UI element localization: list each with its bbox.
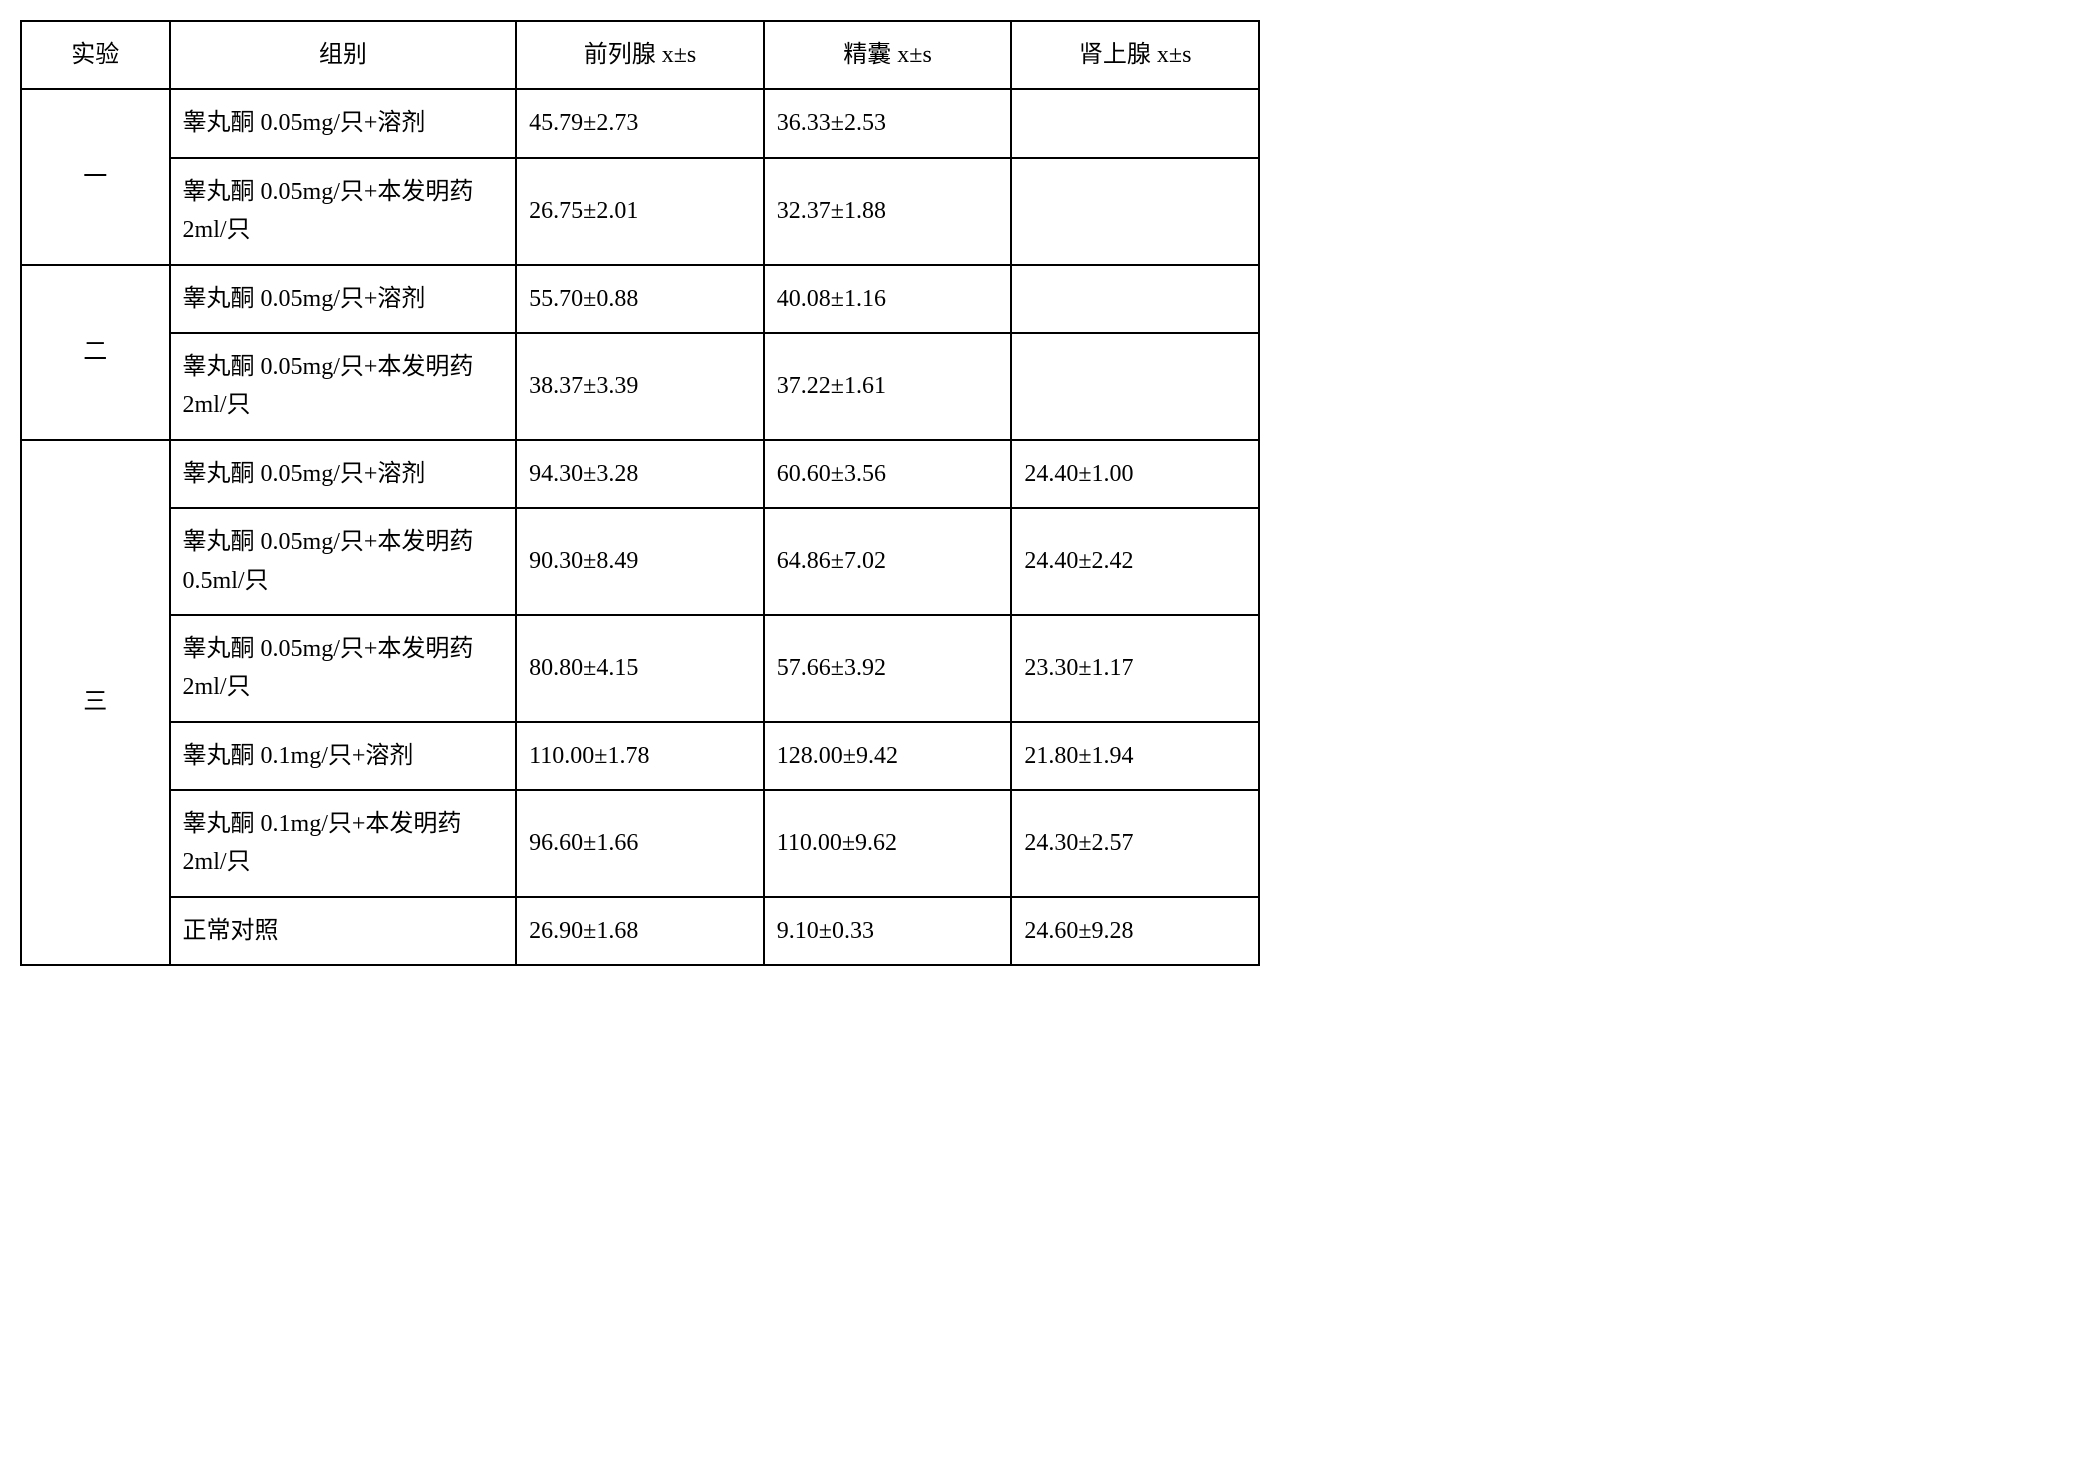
group-cell: 睾丸酮 0.05mg/只+本发明药 2ml/只 [170,158,517,265]
header-row: 实验 组别 前列腺 x±s 精囊 x±s 肾上腺 x±s [21,21,1259,89]
group-cell: 睾丸酮 0.05mg/只+本发明药 0.5ml/只 [170,508,517,615]
seminal-cell: 57.66±3.92 [764,615,1012,722]
table-row: 睾丸酮 0.05mg/只+本发明药 2ml/只 80.80±4.15 57.66… [21,615,1259,722]
prostate-cell: 26.90±1.68 [516,897,764,965]
seminal-cell: 36.33±2.53 [764,89,1012,157]
experiment-label: 二 [21,265,170,440]
group-cell: 睾丸酮 0.05mg/只+本发明药 2ml/只 [170,615,517,722]
adrenal-cell [1011,89,1259,157]
adrenal-cell [1011,333,1259,440]
prostate-cell: 90.30±8.49 [516,508,764,615]
table-row: 睾丸酮 0.05mg/只+本发明药 2ml/只 38.37±3.39 37.22… [21,333,1259,440]
header-prostate: 前列腺 x±s [516,21,764,89]
group-cell: 睾丸酮 0.05mg/只+本发明药 2ml/只 [170,333,517,440]
header-seminal: 精囊 x±s [764,21,1012,89]
table-row: 一 睾丸酮 0.05mg/只+溶剂 45.79±2.73 36.33±2.53 [21,89,1259,157]
group-cell: 睾丸酮 0.1mg/只+本发明药 2ml/只 [170,790,517,897]
group-cell: 睾丸酮 0.05mg/只+溶剂 [170,89,517,157]
table-row: 三 睾丸酮 0.05mg/只+溶剂 94.30±3.28 60.60±3.56 … [21,440,1259,508]
seminal-cell: 60.60±3.56 [764,440,1012,508]
experiment-label: 一 [21,89,170,264]
prostate-cell: 38.37±3.39 [516,333,764,440]
header-experiment: 实验 [21,21,170,89]
seminal-cell: 128.00±9.42 [764,722,1012,790]
adrenal-cell: 24.60±9.28 [1011,897,1259,965]
group-cell: 睾丸酮 0.05mg/只+溶剂 [170,440,517,508]
seminal-cell: 37.22±1.61 [764,333,1012,440]
experiment-label: 三 [21,440,170,966]
adrenal-cell [1011,158,1259,265]
group-cell: 睾丸酮 0.1mg/只+溶剂 [170,722,517,790]
table-row: 二 睾丸酮 0.05mg/只+溶剂 55.70±0.88 40.08±1.16 [21,265,1259,333]
header-adrenal: 肾上腺 x±s [1011,21,1259,89]
adrenal-cell: 24.30±2.57 [1011,790,1259,897]
prostate-cell: 94.30±3.28 [516,440,764,508]
header-group: 组别 [170,21,517,89]
data-table: 实验 组别 前列腺 x±s 精囊 x±s 肾上腺 x±s 一 睾丸酮 0.05m… [20,20,1260,966]
adrenal-cell: 23.30±1.17 [1011,615,1259,722]
prostate-cell: 96.60±1.66 [516,790,764,897]
table-row: 睾丸酮 0.1mg/只+本发明药 2ml/只 96.60±1.66 110.00… [21,790,1259,897]
seminal-cell: 40.08±1.16 [764,265,1012,333]
prostate-cell: 110.00±1.78 [516,722,764,790]
table-row: 睾丸酮 0.05mg/只+本发明药 0.5ml/只 90.30±8.49 64.… [21,508,1259,615]
seminal-cell: 64.86±7.02 [764,508,1012,615]
seminal-cell: 32.37±1.88 [764,158,1012,265]
prostate-cell: 45.79±2.73 [516,89,764,157]
table-row: 睾丸酮 0.1mg/只+溶剂 110.00±1.78 128.00±9.42 2… [21,722,1259,790]
group-cell: 正常对照 [170,897,517,965]
adrenal-cell: 24.40±2.42 [1011,508,1259,615]
seminal-cell: 9.10±0.33 [764,897,1012,965]
prostate-cell: 80.80±4.15 [516,615,764,722]
adrenal-cell: 24.40±1.00 [1011,440,1259,508]
group-cell: 睾丸酮 0.05mg/只+溶剂 [170,265,517,333]
table-row: 正常对照 26.90±1.68 9.10±0.33 24.60±9.28 [21,897,1259,965]
seminal-cell: 110.00±9.62 [764,790,1012,897]
prostate-cell: 26.75±2.01 [516,158,764,265]
adrenal-cell [1011,265,1259,333]
table-row: 睾丸酮 0.05mg/只+本发明药 2ml/只 26.75±2.01 32.37… [21,158,1259,265]
adrenal-cell: 21.80±1.94 [1011,722,1259,790]
prostate-cell: 55.70±0.88 [516,265,764,333]
